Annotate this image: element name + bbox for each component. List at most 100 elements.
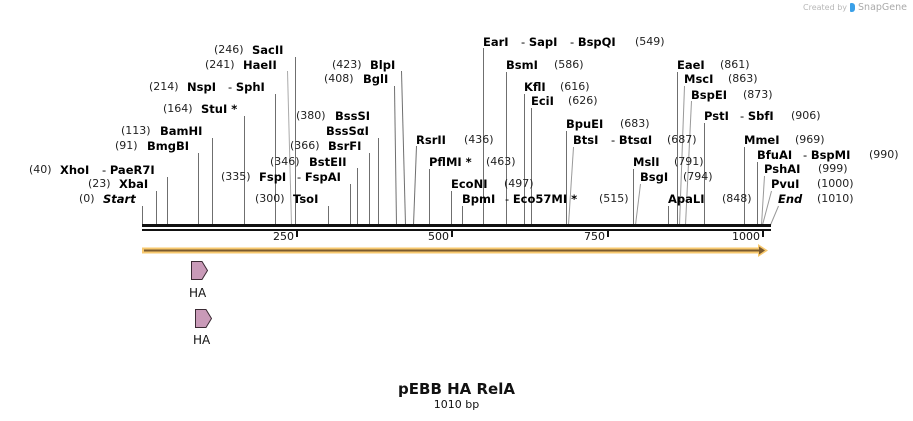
- cut-position: (408): [324, 72, 354, 85]
- cut-line-blpi: [401, 70, 406, 226]
- snapgene-name: SnapGene: [858, 2, 907, 13]
- enzyme-name: EarI: [483, 35, 509, 49]
- enzyme-name: BspEI: [691, 88, 727, 102]
- enzyme-name: HaeII: [243, 58, 277, 72]
- enzyme-name: BfuAI: [757, 148, 793, 162]
- ha-feature-label-2: HA: [193, 333, 211, 347]
- enzyme-name-isoschizomer: SphI: [228, 80, 265, 94]
- enzyme-name: PstI: [704, 109, 729, 123]
- enzyme-name-isoschizomer: BspQI: [570, 35, 616, 49]
- tick-500: [451, 229, 453, 237]
- cut-position: (687): [667, 133, 697, 146]
- cut-position: (515): [599, 192, 629, 205]
- cut-position: (463): [486, 155, 516, 168]
- cut-line-pshai: [761, 175, 765, 226]
- ruler-label-1000: 1000: [732, 230, 760, 243]
- ha-feature-arrow-2[interactable]: [195, 309, 213, 328]
- cut-line-haeii: [287, 70, 292, 226]
- cut-line-btsi: [568, 146, 574, 226]
- cut-position: (246): [214, 43, 244, 56]
- sequence-backbone-bottom: [142, 229, 771, 231]
- cut-position: (906): [791, 109, 821, 122]
- created-by-text: Created by: [803, 3, 848, 12]
- enzyme-name: MslI: [633, 155, 660, 169]
- enzyme-name: BlpI: [370, 58, 396, 72]
- enzyme-name-isoschizomer: Eco57MI *: [505, 192, 577, 206]
- enzyme-name: StuI *: [201, 102, 238, 116]
- cut-line-end: [770, 205, 779, 226]
- enzyme-name-isoschizomer: PaeR7I: [102, 163, 155, 177]
- enzyme-name: BamHI: [160, 124, 203, 138]
- enzyme-name: BsgI: [640, 170, 669, 184]
- enzyme-name: NspI: [187, 80, 216, 94]
- ha-feature-arrow-1[interactable]: [191, 261, 209, 280]
- ruler-label-250: 250: [273, 230, 294, 243]
- enzyme-name: PshAI: [764, 162, 801, 176]
- enzyme-name: EciI: [531, 94, 554, 108]
- cut-position: (113): [121, 124, 151, 137]
- enzyme-name: BstEII: [309, 155, 347, 169]
- enzyme-name: BssSI: [335, 109, 371, 123]
- enzyme-name-isoschizomer: BssSαI: [326, 124, 369, 138]
- cut-position: (91): [115, 139, 138, 152]
- ruler-label-750: 750: [584, 230, 605, 243]
- cut-position: (863): [728, 72, 758, 85]
- cut-position: (683): [620, 117, 650, 130]
- cut-position: (380): [296, 109, 326, 122]
- ruler-ticks: [296, 229, 764, 237]
- enzyme-name: TsoI: [293, 192, 319, 206]
- enzyme-name: KflI: [524, 80, 546, 94]
- orf-arrow[interactable]: [142, 244, 768, 257]
- enzyme-name: PvuI: [771, 177, 800, 191]
- cut-line-pvui: [762, 190, 772, 226]
- enzyme-name: BpmI: [462, 192, 496, 206]
- enzyme-name: PflMI *: [429, 155, 472, 169]
- cut-position: (586): [554, 58, 584, 71]
- cut-position: (999): [818, 162, 848, 175]
- tick-750: [607, 229, 609, 237]
- cut-position: (873): [743, 88, 773, 101]
- cut-position: (335): [221, 170, 251, 183]
- cut-position: (1010): [817, 192, 854, 205]
- enzyme-name-isoschizomer: BtsαI: [611, 133, 652, 147]
- enzyme-name: RsrII: [416, 133, 446, 147]
- map-title: pEBB HA RelA: [398, 380, 515, 398]
- enzyme-name-isoschizomer: FspAI: [297, 170, 341, 184]
- cut-position: (969): [795, 133, 825, 146]
- enzyme-name: XbaI: [119, 177, 149, 191]
- start-label: Start: [103, 192, 136, 206]
- cut-line-bspei: [685, 100, 692, 226]
- cut-position: (626): [568, 94, 598, 107]
- enzyme-name: XhoI: [60, 163, 90, 177]
- cut-position: (366): [290, 139, 320, 152]
- cut-position: (0): [79, 192, 95, 205]
- cut-position: (23): [88, 177, 111, 190]
- ha-feature-label-1: HA: [189, 286, 207, 300]
- cut-position: (164): [163, 102, 193, 115]
- cut-line-msci: [679, 85, 685, 226]
- ruler-label-500: 500: [428, 230, 449, 243]
- cut-position: (436): [464, 133, 494, 146]
- cut-position: (794): [683, 170, 713, 183]
- cut-position: (861): [720, 58, 750, 71]
- sequence-backbone-top: [142, 224, 771, 227]
- cut-position: (241): [205, 58, 235, 71]
- enzyme-name-isoschizomer: SbfI: [740, 109, 774, 123]
- tick-250: [296, 229, 298, 237]
- enzyme-name: BsrFI: [328, 139, 362, 153]
- map-length: 1010 bp: [433, 398, 480, 411]
- cut-position: (549): [635, 35, 665, 48]
- cut-position: (616): [560, 80, 590, 93]
- enzyme-name: EcoNI: [451, 177, 488, 191]
- enzyme-name: FspI: [259, 170, 287, 184]
- cut-line-bsgi: [635, 183, 641, 226]
- snapgene-logo-icon: [850, 3, 856, 12]
- cut-line-rsrii: [413, 145, 417, 226]
- cut-position: (300): [255, 192, 285, 205]
- cut-position: (990): [869, 148, 899, 161]
- enzyme-name: BmgBI: [147, 139, 190, 153]
- cut-position: (848): [722, 192, 752, 205]
- enzyme-name: BtsI: [573, 133, 599, 147]
- enzyme-name: BsmI: [506, 58, 538, 72]
